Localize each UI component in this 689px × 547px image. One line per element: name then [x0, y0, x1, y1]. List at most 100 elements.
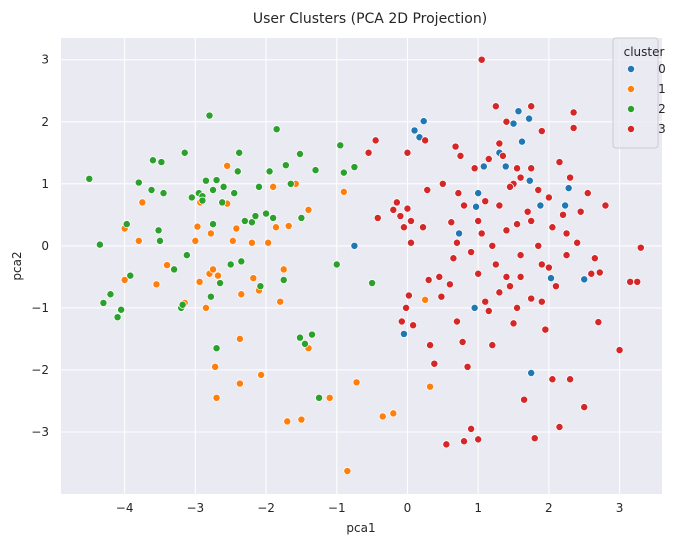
- y-tick-label: 3: [41, 53, 49, 67]
- data-point-cluster-2: [180, 148, 189, 157]
- legend-label-cluster-1: 1: [658, 82, 666, 96]
- data-point-cluster-2: [212, 176, 221, 185]
- data-point-cluster-1: [138, 198, 147, 207]
- data-point-cluster-3: [403, 204, 412, 213]
- data-point-cluster-1: [213, 271, 222, 280]
- data-point-cluster-3: [559, 210, 567, 219]
- data-point-cluster-3: [502, 226, 511, 235]
- x-axis-label: pca1: [346, 521, 375, 535]
- data-point-cluster-3: [488, 341, 497, 350]
- data-point-cluster-2: [247, 218, 256, 227]
- data-point-cluster-2: [201, 176, 210, 185]
- data-point-cluster-3: [534, 186, 543, 194]
- data-point-cluster-3: [541, 325, 550, 334]
- data-point-cluster-2: [237, 257, 246, 266]
- data-point-cluster-3: [537, 127, 546, 136]
- data-point-cluster-3: [477, 55, 486, 64]
- data-point-cluster-1: [228, 236, 237, 245]
- data-point-cluster-3: [460, 201, 468, 210]
- x-tick-labels: −4 −3 −2 −1 0 1 2 3: [116, 501, 624, 515]
- data-point-cluster-2: [230, 189, 239, 198]
- data-point-cluster-0: [564, 184, 573, 193]
- legend-label-cluster-0: 0: [658, 62, 666, 76]
- data-point-cluster-2: [198, 196, 207, 205]
- data-point-cluster-2: [336, 141, 345, 150]
- data-point-cluster-1: [378, 412, 387, 421]
- data-point-cluster-3: [481, 197, 490, 206]
- data-point-cluster-3: [364, 148, 373, 157]
- data-point-cluster-3: [601, 201, 610, 210]
- plot-area: [61, 38, 662, 494]
- data-point-cluster-2: [205, 111, 214, 120]
- legend-marker-cluster-3: [627, 125, 635, 133]
- legend: cluster 0 1 2 3: [612, 37, 666, 149]
- data-point-cluster-3: [576, 207, 585, 216]
- y-tick-label: 0: [41, 239, 49, 253]
- data-point-cluster-3: [430, 359, 439, 368]
- data-point-cluster-3: [399, 223, 408, 232]
- data-point-cluster-0: [536, 201, 545, 210]
- data-point-cluster-3: [530, 434, 539, 443]
- data-point-cluster-2: [187, 193, 196, 202]
- data-point-cluster-3: [467, 424, 476, 433]
- data-point-cluster-1: [426, 382, 435, 391]
- data-point-cluster-3: [491, 102, 500, 111]
- data-point-cluster-0: [561, 201, 570, 210]
- data-point-cluster-3: [447, 218, 456, 227]
- data-point-cluster-3: [477, 229, 486, 238]
- data-point-cluster-3: [509, 319, 518, 328]
- data-point-cluster-3: [633, 277, 642, 286]
- legend-label-cluster-2: 2: [658, 102, 666, 116]
- data-point-cluster-3: [548, 223, 557, 232]
- data-point-cluster-0: [350, 241, 359, 250]
- data-point-cluster-1: [232, 224, 241, 233]
- data-point-cluster-3: [583, 189, 592, 198]
- data-point-cluster-2: [159, 189, 168, 198]
- data-point-cluster-2: [170, 265, 179, 274]
- data-point-cluster-2: [269, 213, 278, 222]
- data-point-cluster-3: [460, 437, 468, 446]
- data-point-cluster-3: [562, 251, 571, 260]
- data-point-cluster-2: [279, 275, 288, 284]
- y-tick-label: 1: [41, 177, 49, 191]
- data-point-cluster-2: [286, 179, 295, 188]
- x-tick-label: −2: [257, 501, 275, 515]
- data-point-cluster-2: [311, 166, 320, 175]
- data-point-cluster-2: [256, 282, 265, 291]
- legend-marker-cluster-0: [627, 65, 635, 73]
- x-tick-label: 1: [474, 501, 482, 515]
- legend-items: 0 1 2 3: [627, 62, 666, 136]
- data-point-cluster-2: [154, 226, 163, 235]
- data-point-cluster-1: [276, 297, 285, 306]
- legend-title: cluster: [624, 45, 665, 59]
- legend-marker-cluster-1: [627, 85, 635, 93]
- data-point-cluster-0: [547, 274, 555, 283]
- data-point-cluster-3: [389, 205, 398, 214]
- data-point-cluster-0: [474, 189, 483, 198]
- data-point-cluster-3: [544, 263, 553, 272]
- data-point-cluster-3: [555, 158, 564, 167]
- data-point-cluster-3: [407, 238, 415, 247]
- data-point-cluster-1: [339, 187, 348, 196]
- data-point-cluster-3: [423, 186, 432, 194]
- data-point-cluster-2: [209, 220, 217, 229]
- data-point-cluster-2: [206, 292, 215, 301]
- data-point-cluster-3: [491, 260, 500, 269]
- data-point-cluster-3: [495, 201, 504, 210]
- data-point-cluster-3: [516, 272, 525, 281]
- data-point-cluster-3: [548, 375, 557, 384]
- data-point-cluster-2: [113, 313, 122, 322]
- data-point-cluster-3: [402, 303, 411, 312]
- data-point-cluster-3: [397, 317, 406, 326]
- data-point-cluster-3: [449, 254, 458, 263]
- data-point-cluster-2: [148, 156, 157, 165]
- data-point-cluster-3: [594, 318, 603, 327]
- data-point-cluster-3: [502, 272, 511, 281]
- data-point-cluster-3: [537, 260, 546, 269]
- data-point-cluster-2: [157, 158, 166, 167]
- data-point-cluster-3: [523, 207, 532, 216]
- data-point-cluster-3: [562, 229, 571, 238]
- data-point-cluster-1: [195, 277, 204, 286]
- data-point-cluster-1: [247, 238, 256, 247]
